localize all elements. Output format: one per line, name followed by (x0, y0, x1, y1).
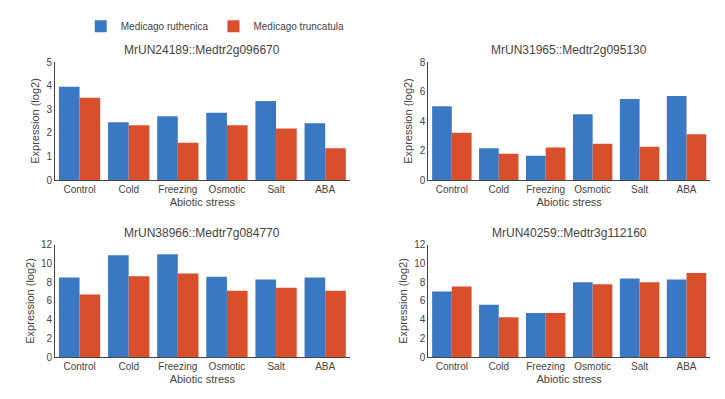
svg-text:Freezing: Freezing (526, 184, 565, 195)
svg-text:Expression (log2): Expression (log2) (402, 78, 414, 164)
svg-text:ABA: ABA (315, 184, 335, 195)
svg-text:4: 4 (46, 80, 52, 91)
svg-text:MrUN38966::Medtr7g084770: MrUN38966::Medtr7g084770 (124, 226, 280, 240)
svg-text:Control: Control (436, 184, 468, 195)
svg-text:3: 3 (46, 104, 52, 115)
svg-text:Medicago ruthenica: Medicago ruthenica (121, 21, 209, 32)
svg-text:5: 5 (46, 57, 52, 68)
svg-text:Expression (log2): Expression (log2) (397, 258, 409, 344)
svg-text:Salt: Salt (267, 361, 284, 372)
svg-text:Osmotic: Osmotic (209, 184, 246, 195)
svg-text:10: 10 (414, 258, 426, 269)
svg-text:6: 6 (420, 295, 426, 306)
svg-text:6: 6 (420, 86, 426, 97)
svg-text:Cold: Cold (488, 361, 509, 372)
svg-text:Abiotic stress: Abiotic stress (170, 373, 236, 385)
svg-text:0: 0 (420, 175, 426, 186)
svg-text:Abiotic stress: Abiotic stress (536, 373, 602, 385)
svg-text:Osmotic: Osmotic (574, 184, 611, 195)
svg-text:8: 8 (46, 277, 52, 288)
svg-text:2: 2 (420, 333, 426, 344)
svg-text:ABA: ABA (677, 184, 697, 195)
svg-text:Cold: Cold (118, 184, 139, 195)
svg-text:MrUN31965::Medtr2g095130: MrUN31965::Medtr2g095130 (491, 43, 647, 57)
svg-text:1: 1 (46, 151, 52, 162)
svg-text:4: 4 (420, 116, 426, 127)
svg-text:Salt: Salt (631, 184, 648, 195)
svg-text:4: 4 (420, 314, 426, 325)
svg-text:8: 8 (420, 277, 426, 288)
svg-text:MrUN40259::Medtr3g112160: MrUN40259::Medtr3g112160 (492, 226, 647, 240)
svg-text:Salt: Salt (267, 184, 284, 195)
svg-text:0: 0 (46, 352, 52, 363)
svg-text:0: 0 (46, 175, 52, 186)
svg-text:Control: Control (63, 361, 95, 372)
svg-text:12: 12 (414, 239, 426, 250)
svg-text:Medicago truncatula: Medicago truncatula (253, 21, 343, 32)
svg-text:6: 6 (46, 295, 52, 306)
svg-text:12: 12 (41, 239, 53, 250)
svg-text:Freezing: Freezing (526, 361, 565, 372)
svg-text:2: 2 (46, 127, 52, 138)
svg-text:2: 2 (46, 333, 52, 344)
svg-text:Control: Control (63, 184, 95, 195)
svg-text:Salt: Salt (631, 361, 648, 372)
svg-text:Osmotic: Osmotic (574, 361, 611, 372)
svg-text:Cold: Cold (118, 361, 139, 372)
svg-text:2: 2 (420, 145, 426, 156)
svg-text:Abiotic stress: Abiotic stress (170, 196, 236, 208)
svg-text:ABA: ABA (315, 361, 335, 372)
svg-text:10: 10 (41, 258, 53, 269)
svg-text:Freezing: Freezing (158, 184, 197, 195)
svg-text:Expression (log2): Expression (log2) (29, 78, 41, 164)
svg-text:ABA: ABA (677, 361, 697, 372)
svg-text:Abiotic stress: Abiotic stress (536, 196, 602, 208)
svg-text:0: 0 (420, 352, 426, 363)
svg-text:Osmotic: Osmotic (209, 361, 246, 372)
svg-text:Expression (log2): Expression (log2) (24, 258, 36, 344)
svg-text:Cold: Cold (488, 184, 509, 195)
svg-text:8: 8 (420, 57, 426, 68)
svg-text:Freezing: Freezing (158, 361, 197, 372)
svg-text:MrUN24189::Medtr2g096670: MrUN24189::Medtr2g096670 (124, 43, 280, 57)
svg-text:4: 4 (46, 314, 52, 325)
svg-text:Control: Control (436, 361, 468, 372)
